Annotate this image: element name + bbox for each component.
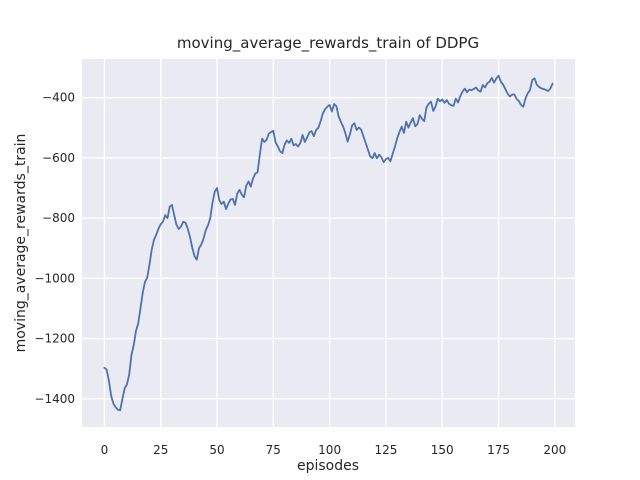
chart-title: moving_average_rewards_train of DDPG xyxy=(177,34,479,53)
svg-text:0: 0 xyxy=(101,443,109,457)
svg-text:75: 75 xyxy=(266,443,281,457)
svg-text:−800: −800 xyxy=(42,211,75,225)
svg-text:−1000: −1000 xyxy=(34,271,75,285)
svg-text:−600: −600 xyxy=(42,151,75,165)
y-axis-label: moving_average_rewards_train xyxy=(13,134,29,353)
y-tick-labels: −400 −600 −800 −1000 −1200 −1400 xyxy=(34,91,75,406)
svg-text:175: 175 xyxy=(487,443,510,457)
x-tick-labels: 0 25 50 75 100 125 150 175 200 xyxy=(101,443,567,457)
ddpg-reward-line-series xyxy=(103,74,554,412)
svg-text:25: 25 xyxy=(153,443,168,457)
svg-text:200: 200 xyxy=(543,443,566,457)
svg-text:100: 100 xyxy=(318,443,341,457)
svg-text:125: 125 xyxy=(374,443,397,457)
x-axis-label: episodes xyxy=(297,458,359,474)
svg-text:150: 150 xyxy=(431,443,454,457)
svg-text:−1200: −1200 xyxy=(34,332,75,346)
plot-area xyxy=(82,59,575,427)
svg-text:−400: −400 xyxy=(42,91,75,105)
svg-text:50: 50 xyxy=(209,443,224,457)
svg-text:−1400: −1400 xyxy=(34,392,75,406)
